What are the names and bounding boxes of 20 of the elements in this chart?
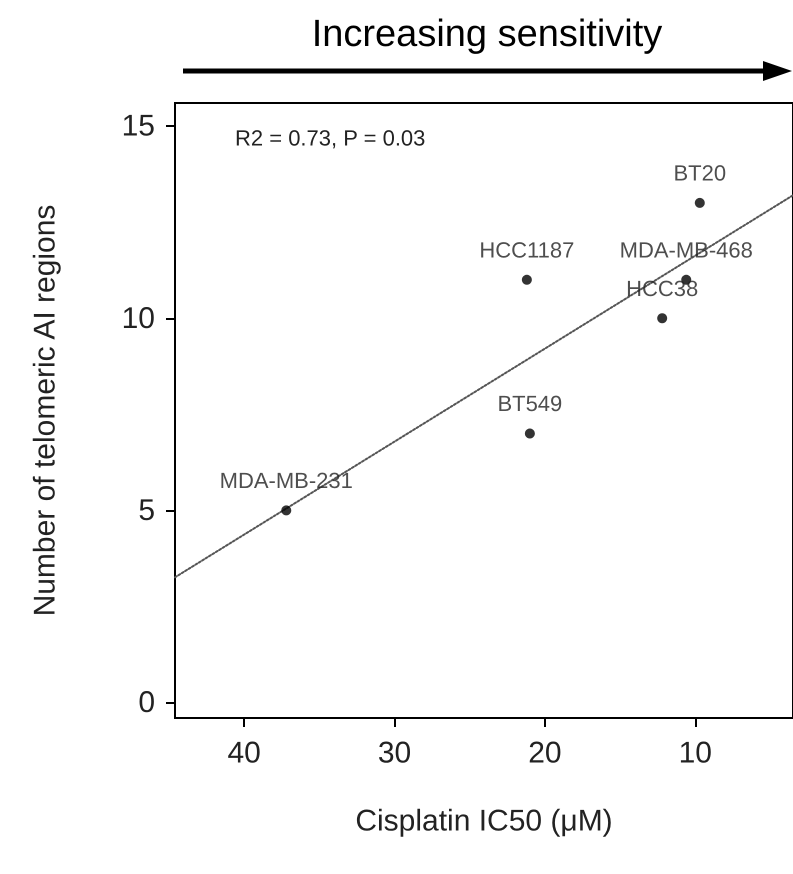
point	[281, 505, 292, 516]
x-tick-label: 40	[227, 736, 261, 770]
data-label: BT20	[673, 160, 726, 186]
x-tick-label: 30	[378, 736, 412, 770]
point	[522, 274, 532, 285]
point	[657, 313, 668, 324]
y-axis-title: Number of telomeric AI regions	[28, 204, 62, 616]
chart-title: Increasing sensitivity	[312, 13, 662, 55]
y-tick-label: 5	[138, 494, 155, 527]
x-axis-title: Cisplatin IC50 (μM)	[355, 804, 613, 838]
y-tick-label: 15	[122, 110, 155, 143]
point	[524, 428, 535, 439]
y-tick-label: 0	[138, 686, 155, 720]
y-tick-label: 10	[122, 302, 155, 335]
point	[694, 198, 705, 208]
annotation: R2 = 0.73, P = 0.03	[235, 126, 426, 150]
x-tick-label: 10	[678, 736, 712, 770]
data-label: HCC1187	[479, 237, 574, 262]
data-label: BT549	[497, 391, 562, 416]
x-tick-label: 20	[528, 736, 562, 770]
